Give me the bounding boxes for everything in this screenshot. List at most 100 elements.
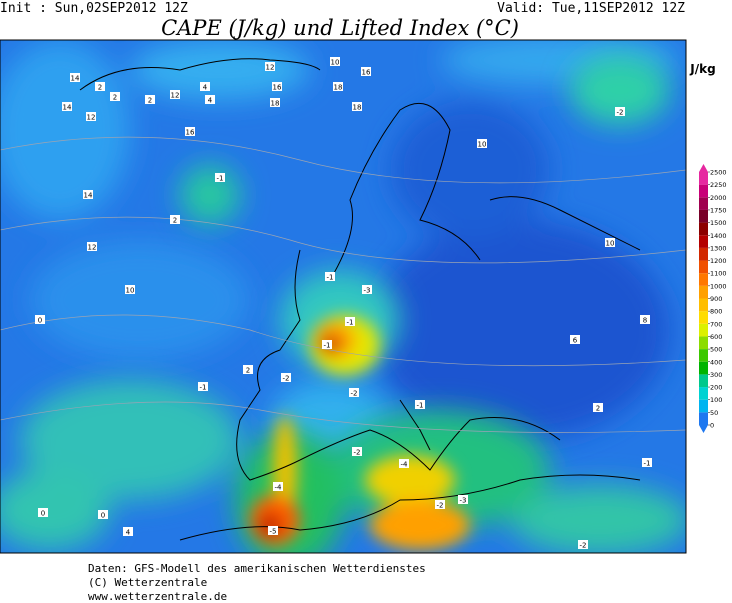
colorbar-tick-label: 1300 — [710, 244, 727, 252]
colorbar-tick-label: 200 — [710, 384, 722, 392]
colorbar-segment — [699, 323, 708, 337]
label-box — [333, 82, 343, 91]
contour-label: -3 — [460, 497, 467, 505]
contour-label: -1 — [324, 342, 331, 350]
label-box — [570, 335, 580, 344]
label-box — [86, 112, 96, 121]
label-box — [125, 285, 135, 294]
label-box — [70, 73, 80, 82]
colorbar-segment — [699, 209, 708, 223]
footer-line: www.wetterzentrale.de — [88, 590, 227, 603]
label-box — [185, 127, 195, 136]
colorbar-segment — [699, 197, 708, 210]
contour-label: 0 — [101, 512, 105, 520]
label-box — [170, 215, 180, 224]
label-box — [352, 102, 362, 111]
contour-label: -5 — [270, 528, 277, 536]
init-time: Init : Sun,02SEP2012 12Z — [0, 1, 188, 16]
contour-label: 2 — [148, 97, 152, 105]
contour-label: -2 — [617, 109, 624, 117]
contour-label: -2 — [351, 390, 358, 398]
field-blue — [0, 40, 680, 460]
label-box — [477, 139, 487, 148]
contour-label: -1 — [327, 274, 334, 282]
contour-label: -3 — [364, 287, 371, 295]
label-box — [640, 315, 650, 324]
colorbar-tick-label: 800 — [710, 308, 722, 316]
label-box — [330, 57, 340, 66]
label-box — [578, 540, 588, 549]
label-box — [399, 459, 409, 468]
field-warm — [250, 315, 470, 550]
label-box — [458, 495, 468, 504]
isobars — [0, 136, 686, 433]
contour-label: 0 — [41, 510, 45, 518]
colorbar-tick-label: 900 — [710, 295, 722, 303]
colorbar-tick-label: 300 — [710, 371, 722, 379]
colorbar-end — [699, 425, 708, 433]
contour-label: 6 — [573, 337, 578, 345]
label-box — [38, 508, 48, 517]
footer-line: Daten: GFS-Modell des amerikanischen Wet… — [88, 562, 426, 575]
colorbar-segment — [699, 311, 708, 324]
coastlines — [79, 58, 641, 541]
label-box — [243, 365, 253, 374]
colorbar-tick-label: 2000 — [710, 194, 727, 202]
label-box — [123, 527, 133, 536]
label-box — [270, 98, 280, 107]
colorbar-tick-label: 1750 — [710, 206, 727, 214]
map-title: CAPE (J/kg) und Lifted Index (°C) — [161, 16, 519, 40]
label-box — [268, 526, 278, 535]
contour-label: 18 — [334, 84, 343, 92]
contour-label: 4 — [126, 529, 131, 537]
contour-label: -1 — [200, 384, 207, 392]
colorbar-tick-label: 2500 — [710, 169, 727, 177]
contour-label: 2 — [246, 367, 250, 375]
colorbar-segment — [699, 260, 708, 274]
contour-label: 12 — [88, 244, 97, 252]
colorbar-tick-label: 50 — [710, 409, 718, 417]
label-box — [325, 272, 335, 281]
colorbar-segment — [699, 387, 708, 400]
contour-label: 0 — [38, 317, 42, 325]
contour-label: 16 — [273, 84, 282, 92]
label-box — [170, 90, 180, 99]
colorbar-tick-label: 100 — [710, 396, 722, 404]
contour-label: 4 — [203, 84, 208, 92]
colorbar-segment — [699, 336, 708, 350]
colorbar-segment — [699, 298, 708, 312]
label-box — [205, 95, 215, 104]
contour-label: 2 — [98, 84, 102, 92]
contour-label: 18 — [271, 100, 280, 108]
contour-label: 16 — [186, 129, 195, 137]
label-box — [642, 458, 652, 467]
label-box — [200, 82, 210, 91]
label-box — [349, 388, 359, 397]
colorbar-unit: J/kg — [689, 62, 715, 76]
contour-label: -4 — [401, 461, 409, 469]
label-box — [95, 82, 105, 91]
contour-label: 10 — [478, 141, 487, 149]
label-box — [362, 285, 372, 294]
contour-label: 16 — [362, 69, 371, 77]
label-box — [605, 238, 615, 247]
contour-label: 12 — [266, 64, 275, 72]
label-box — [87, 242, 97, 251]
colorbar-segment — [699, 361, 708, 375]
label-box — [35, 315, 45, 324]
colorbar-segment — [699, 412, 708, 425]
colorbar-tick-label: 1000 — [710, 282, 727, 290]
colorbar-tick-label: 1500 — [710, 219, 727, 227]
colorbar-end — [699, 164, 708, 172]
contour-label: -1 — [417, 402, 424, 410]
label-box — [345, 317, 355, 326]
contour-label: 2 — [173, 217, 177, 225]
label-box — [415, 400, 425, 409]
colorbar-segment — [699, 222, 708, 236]
contour-label: 18 — [353, 104, 362, 112]
label-box — [215, 173, 225, 182]
footer-line: (C) Wetterzentrale — [88, 576, 207, 589]
colorbar-tick-label: 500 — [710, 346, 722, 354]
